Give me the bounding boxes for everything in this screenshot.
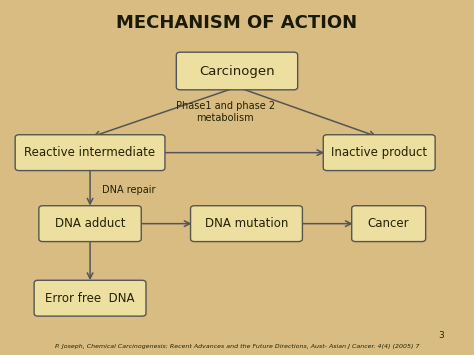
Text: Inactive product: Inactive product xyxy=(331,146,427,159)
Text: DNA adduct: DNA adduct xyxy=(55,217,125,230)
Text: DNA repair: DNA repair xyxy=(102,185,155,195)
Text: Reactive intermediate: Reactive intermediate xyxy=(25,146,155,159)
Text: Error free  DNA: Error free DNA xyxy=(46,292,135,305)
FancyBboxPatch shape xyxy=(323,135,435,171)
Text: MECHANISM OF ACTION: MECHANISM OF ACTION xyxy=(117,14,357,32)
FancyBboxPatch shape xyxy=(191,206,302,241)
FancyBboxPatch shape xyxy=(176,52,298,90)
FancyBboxPatch shape xyxy=(39,206,141,241)
FancyBboxPatch shape xyxy=(34,280,146,316)
Text: DNA mutation: DNA mutation xyxy=(205,217,288,230)
FancyBboxPatch shape xyxy=(15,135,165,171)
FancyBboxPatch shape xyxy=(352,206,426,241)
Text: Carcinogen: Carcinogen xyxy=(199,65,275,77)
Text: Cancer: Cancer xyxy=(368,217,410,230)
Text: P. Joseph, Chemical Carcinogenesis: Recent Advances and the Future Directions, A: P. Joseph, Chemical Carcinogenesis: Rece… xyxy=(55,344,419,349)
Text: Phase1 and phase 2
metabolism: Phase1 and phase 2 metabolism xyxy=(175,101,275,122)
Text: 3: 3 xyxy=(438,331,444,340)
